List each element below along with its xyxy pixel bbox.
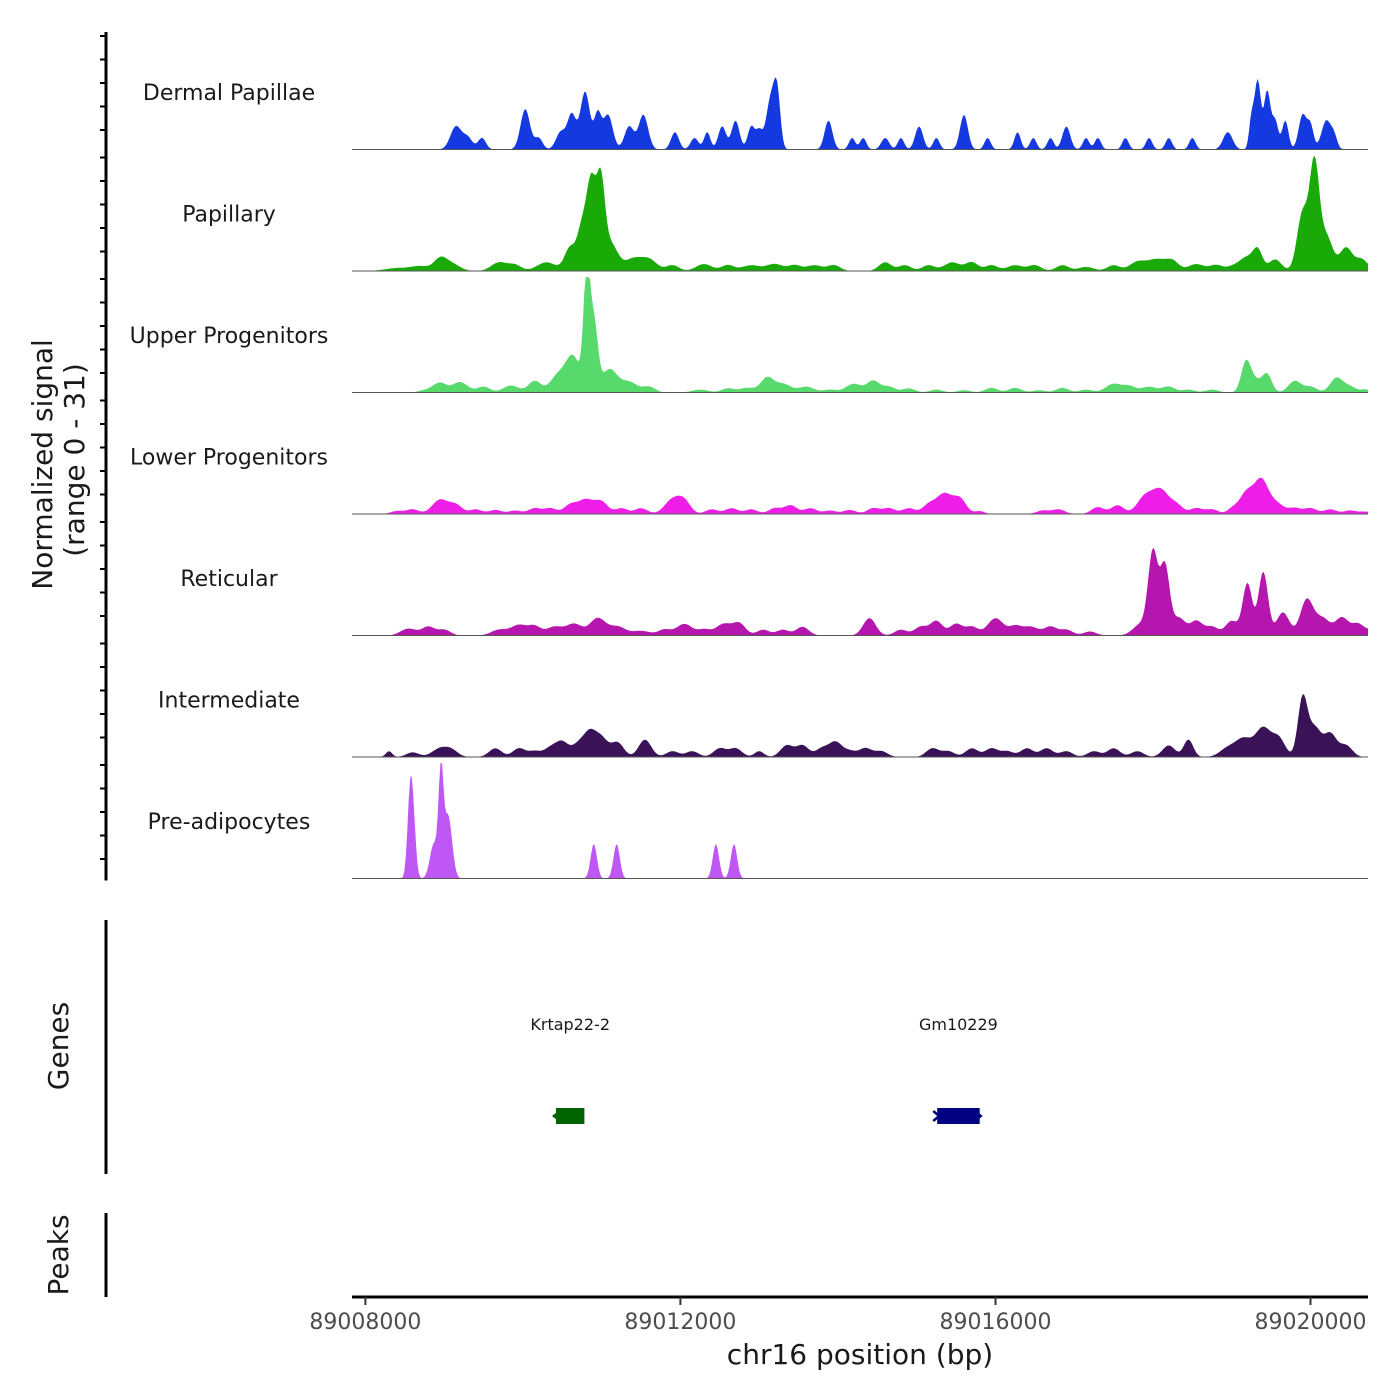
x-axis: 89008000 89012000 89016000 89020000 xyxy=(309,1295,1368,1335)
y-axis-title: Normalized signal (range 0 - 31) xyxy=(26,330,91,589)
track-papillary: Papillary xyxy=(182,155,1368,272)
gene-body xyxy=(937,1108,980,1124)
signal-area xyxy=(352,77,1368,150)
x-tick-label: 89020000 xyxy=(1255,1310,1367,1335)
track-label: Pre-adipocytes xyxy=(148,810,311,835)
x-axis-title: chr16 position (bp) xyxy=(727,1338,993,1371)
y-axis-title-line1: Normalized signal xyxy=(26,339,59,590)
signal-y-axis xyxy=(100,32,108,881)
track-label: Dermal Papillae xyxy=(143,81,315,106)
track-dermal-papillae: Dermal Papillae xyxy=(143,77,1368,150)
track-label: Reticular xyxy=(180,567,278,592)
track-intermediate: Intermediate xyxy=(158,689,1368,758)
gene-body xyxy=(556,1108,585,1124)
gene-gm10229: Gm10229 xyxy=(919,1015,998,1124)
genes-track: Krtap22-2 Gm10229 xyxy=(530,1015,998,1124)
signal-area xyxy=(352,477,1368,514)
track-label: Papillary xyxy=(182,203,276,228)
gene-label: Krtap22-2 xyxy=(530,1015,610,1034)
gene-label: Gm10229 xyxy=(919,1015,998,1034)
signal-area xyxy=(352,763,1368,879)
x-tick-label: 89012000 xyxy=(624,1310,736,1335)
gene-krtap22-2: Krtap22-2 xyxy=(530,1015,610,1124)
strand-arrow-end xyxy=(977,1112,983,1120)
signal-area xyxy=(352,155,1368,271)
x-tick-label: 89008000 xyxy=(309,1310,421,1335)
y-axis-title-line2: (range 0 - 31) xyxy=(58,363,91,557)
track-label: Intermediate xyxy=(158,689,300,714)
track-pre-adipocytes: Pre-adipocytes xyxy=(148,763,1368,879)
x-tick-label: 89016000 xyxy=(940,1310,1052,1335)
track-upper-progenitors: Upper Progenitors xyxy=(130,277,1368,393)
signal-area xyxy=(352,547,1368,636)
strand-arrow-right xyxy=(932,1110,942,1122)
track-label: Lower Progenitors xyxy=(130,446,328,471)
genes-track-label: Genes xyxy=(42,1002,75,1090)
track-reticular: Reticular xyxy=(180,547,1368,636)
signal-tracks: Dermal Papillae Papillary Upper Progenitor… xyxy=(130,77,1368,879)
track-lower-progenitors: Lower Progenitors xyxy=(130,446,1368,515)
signal-area xyxy=(352,694,1368,757)
signal-area xyxy=(352,277,1368,393)
peaks-track-label: Peaks xyxy=(42,1214,75,1295)
strand-arrow-left xyxy=(551,1109,563,1123)
track-label: Upper Progenitors xyxy=(130,324,329,349)
